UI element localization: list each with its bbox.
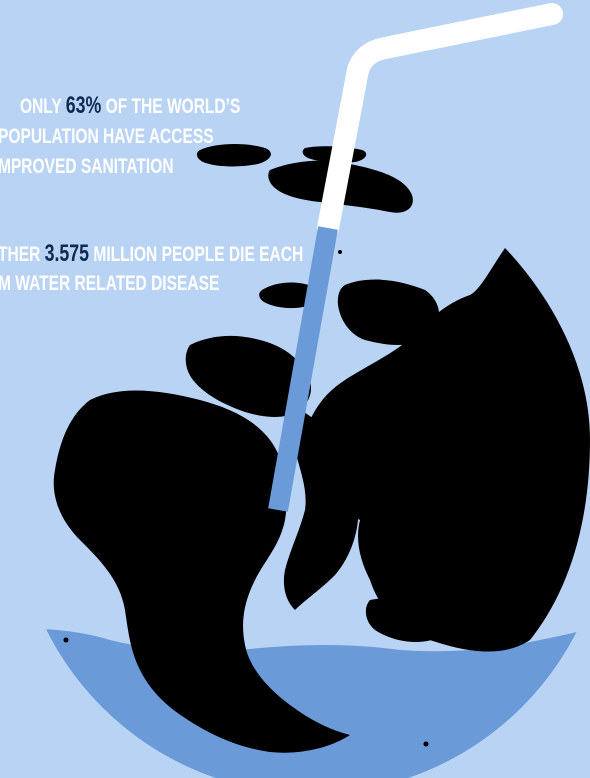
deaths-count: 3.575 — [44, 240, 90, 267]
stat2-line2: M WATER RELATED DISEASE — [0, 272, 220, 295]
stat1-line1: ONLY 63% OF THE WORLD’S — [20, 94, 240, 119]
sanitation-percentage: 63% — [65, 92, 102, 119]
stat2-line1: THER 3.575 MILLION PEOPLE DIE EACH — [0, 242, 303, 267]
drinking-straw — [268, 3, 563, 512]
stat2-suffix: MILLION PEOPLE DIE EACH — [89, 243, 304, 266]
stat1-suffix: OF THE WORLD’S — [101, 95, 241, 118]
stat1-line2: POPULATION HAVE ACCESS — [0, 125, 214, 148]
stat2-prefix: THER — [0, 243, 45, 266]
stat1-prefix: ONLY — [20, 95, 66, 118]
stat1-line3: MPROVED SANITATION — [0, 155, 174, 178]
